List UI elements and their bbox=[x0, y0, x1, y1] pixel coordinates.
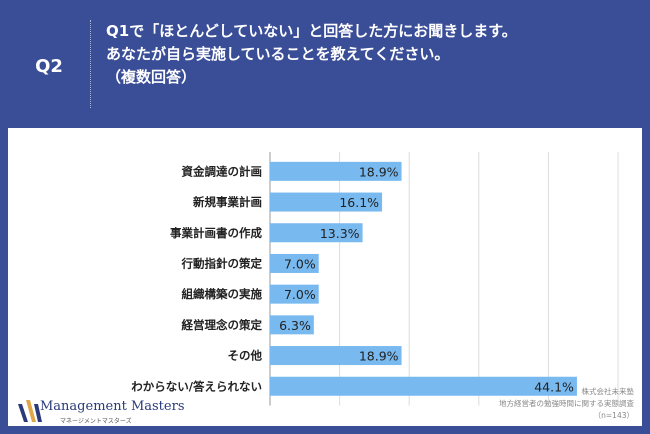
value-label: 7.0% bbox=[284, 287, 316, 302]
value-label: 18.9% bbox=[359, 164, 399, 179]
value-label: 18.9% bbox=[359, 349, 399, 364]
bar bbox=[270, 253, 319, 273]
question-header: Q2 Q1で「ほとんどしていない」と回答した方にお聞きします。 あなたが自ら実施… bbox=[0, 0, 650, 128]
bar bbox=[270, 192, 383, 212]
bar bbox=[270, 161, 402, 181]
bar bbox=[270, 376, 577, 396]
question-number: Q2 bbox=[35, 56, 63, 77]
bar bbox=[270, 223, 363, 243]
question-line-2: あなたが自ら実施していることを教えてください。 bbox=[106, 45, 450, 63]
credit-sample-size: （n=143） bbox=[593, 411, 634, 420]
bar bbox=[270, 346, 402, 366]
bar bbox=[270, 315, 314, 335]
value-label: 13.3% bbox=[320, 226, 360, 241]
category-label: 組織構築の実施 bbox=[182, 287, 263, 301]
header-divider bbox=[90, 20, 91, 108]
category-label: その他 bbox=[228, 349, 263, 363]
credit-company: 株式会社未来塾 bbox=[581, 387, 635, 396]
logo-subtitle: マネージメントマスターズ bbox=[60, 418, 132, 425]
value-label: 7.0% bbox=[284, 256, 316, 271]
category-label: わからない/答えられない bbox=[131, 379, 262, 393]
value-label: 6.3% bbox=[279, 318, 311, 333]
value-label: 16.1% bbox=[339, 195, 379, 210]
credit-survey: 地方経営者の勉強時間に関する実態調査 bbox=[499, 399, 634, 408]
chart-panel: 資金調達の計画 18.9% 新規事業計画 16.1% 事業計画書の作成 13.3% 行動指針… bbox=[8, 128, 642, 426]
bar-chart: 資金調達の計画 18.9% 新規事業計画 16.1% 事業計画書の作成 13.3% 行動指針… bbox=[131, 152, 619, 406]
logo-mark-icon bbox=[18, 400, 42, 422]
question-text: Q1で「ほとんどしていない」と回答した方にお聞きします。 あなたが自ら実施してい… bbox=[106, 20, 640, 89]
logo-name: Management Masters bbox=[40, 399, 185, 414]
category-label: 行動指針の策定 bbox=[181, 256, 263, 270]
category-label: 事業計画書の作成 bbox=[170, 226, 262, 240]
category-label: 資金調達の計画 bbox=[182, 164, 263, 178]
category-label: 経営理念の策定 bbox=[182, 318, 263, 332]
value-label: 44.1% bbox=[534, 379, 574, 394]
question-line-1: Q1で「ほとんどしていない」と回答した方にお聞きします。 bbox=[106, 22, 517, 40]
question-line-3: （複数回答） bbox=[106, 68, 197, 86]
category-label: 新規事業計画 bbox=[193, 195, 262, 209]
bar bbox=[270, 284, 319, 304]
